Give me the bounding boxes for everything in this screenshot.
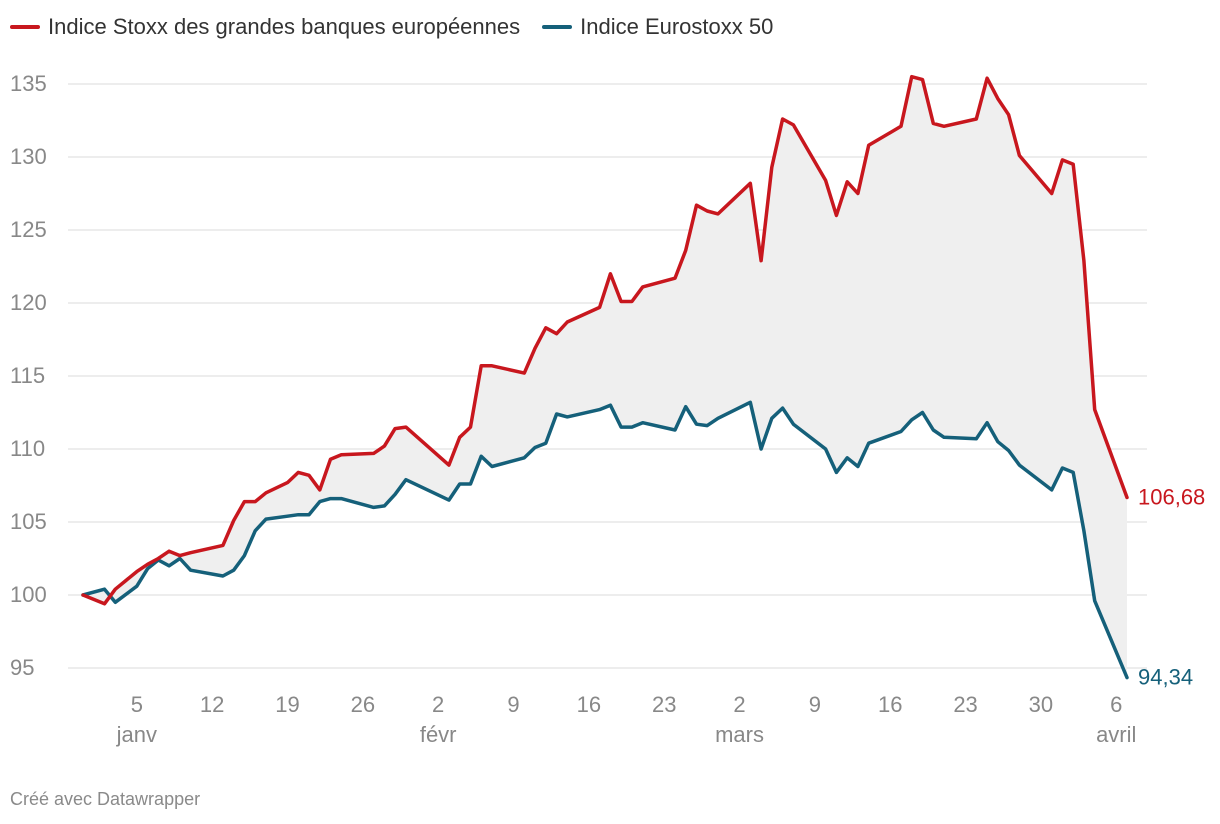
x-tick-label-7: 23 — [652, 692, 676, 717]
y-tick-label-135: 135 — [10, 71, 47, 96]
legend: Indice Stoxx des grandes banques europée… — [10, 14, 773, 40]
x-axis-ticks: 5 janv 12 19 26 2 févr 9 16 23 2 mars 9 16 23 30 6 avril — [116, 692, 1137, 747]
x-tick-label-2: 19 — [275, 692, 299, 717]
x-month-label-mars: mars — [715, 722, 764, 747]
area-fill — [83, 76, 1127, 678]
x-tick-label-11: 23 — [953, 692, 977, 717]
legend-swatch-eurostoxx50 — [542, 25, 573, 29]
legend-swatch-stoxx-banks — [10, 25, 40, 29]
x-tick-label-10: 16 — [878, 692, 902, 717]
x-tick-label-0: 5 — [131, 692, 143, 717]
legend-item-eurostoxx50: Indice Eurostoxx 50 — [542, 14, 773, 40]
y-tick-label-105: 105 — [10, 509, 47, 534]
series-lines — [81, 74, 1129, 680]
end-labels: 106,68 94,34 — [1138, 484, 1205, 689]
x-tick-label-9: 9 — [809, 692, 821, 717]
end-label-stoxx-banks: 106,68 — [1138, 484, 1205, 509]
y-tick-label-120: 120 — [10, 290, 47, 315]
y-tick-label-130: 130 — [10, 144, 47, 169]
x-tick-label-12: 30 — [1029, 692, 1053, 717]
y-tick-label-110: 110 — [10, 436, 45, 461]
x-tick-label-6: 16 — [577, 692, 601, 717]
area-between-series — [83, 76, 1127, 678]
legend-label-eurostoxx50: Indice Eurostoxx 50 — [580, 14, 774, 39]
x-tick-label-3: 26 — [351, 692, 375, 717]
y-tick-label-125: 125 — [10, 217, 47, 242]
x-tick-label-1: 12 — [200, 692, 224, 717]
series-line-eurostoxx50 — [81, 400, 1129, 680]
x-tick-label-8: 2 — [733, 692, 745, 717]
legend-label-stoxx-banks: Indice Stoxx des grandes banques europée… — [48, 14, 521, 39]
legend-item-stoxx-banks: Indice Stoxx des grandes banques europée… — [10, 14, 520, 40]
x-tick-label-13: 6 — [1110, 692, 1122, 717]
x-month-label-janv: janv — [116, 722, 157, 747]
series-line-stoxx-banks — [81, 74, 1129, 606]
y-tick-label-95: 95 — [10, 655, 34, 680]
x-month-label-avril: avril — [1096, 722, 1136, 747]
x-tick-label-4: 2 — [432, 692, 444, 717]
credit-text: Créé avec Datawrapper — [10, 789, 201, 809]
x-tick-label-5: 9 — [507, 692, 519, 717]
x-month-label-févr: févr — [420, 722, 457, 747]
y-axis-ticks: 95 100 105 110 115 120 125 130 135 — [10, 71, 47, 680]
y-tick-label-100: 100 — [10, 582, 47, 607]
y-tick-label-115: 115 — [10, 363, 45, 388]
end-label-eurostoxx50: 94,34 — [1138, 665, 1193, 690]
